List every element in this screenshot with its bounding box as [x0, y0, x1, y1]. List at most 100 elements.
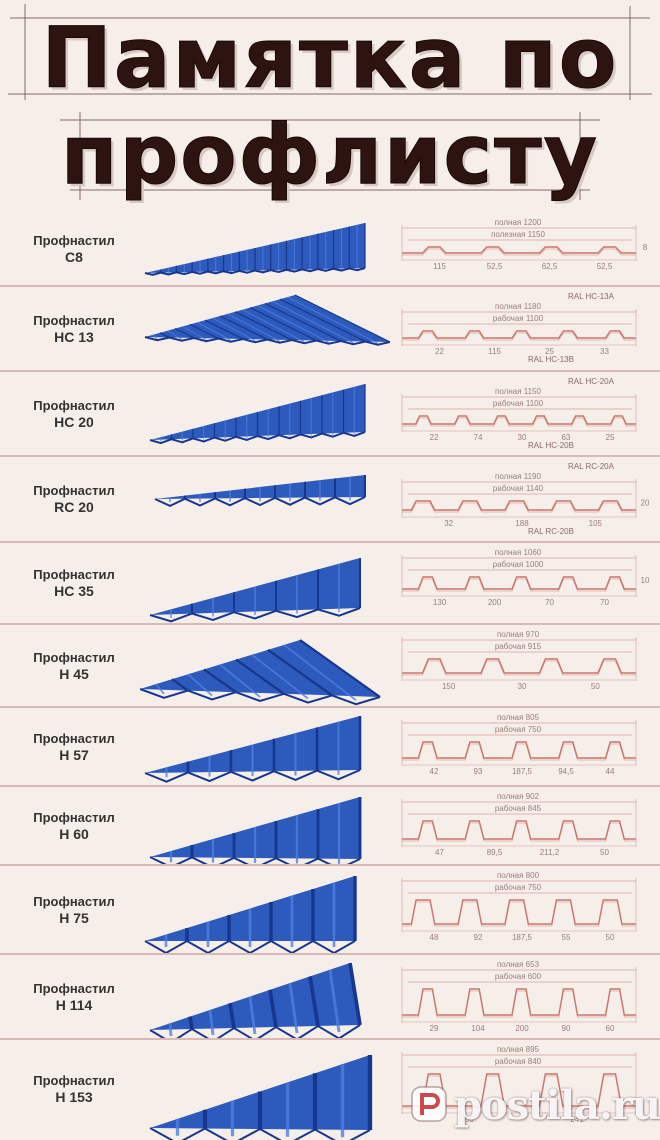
profile-sheet-illustration	[149, 558, 361, 623]
work-width-label: рабочая 750	[495, 883, 542, 892]
row-divider	[0, 541, 660, 543]
bottom-dimension-label: 92	[474, 933, 483, 942]
profile-dimension-diagram: полная 970 рабочая 915 150 30 50	[401, 630, 637, 691]
bottom-dimension-label: 200	[515, 1024, 529, 1033]
profile-dimension-diagram: полная 653 рабочая 600 29 104 200 90 60	[401, 960, 637, 1033]
side-height-label: 10	[641, 576, 650, 585]
profile-sheet-illustration	[149, 384, 366, 445]
profile-dimension-diagram: полная 800 рабочая 750 48 92 187,5 55 50	[401, 871, 637, 942]
profile-row: Профнастил RC 20 RAL RC-20A полная 1190 рабо…	[0, 457, 660, 543]
profile-row: Профнастил Н 153 полная 895 рабочая 840 250 2…	[0, 1040, 660, 1140]
profile-row: Профнастил НС 20 RAL НС-20А полная 1150 рабо…	[0, 372, 660, 457]
profile-code: С8	[65, 249, 83, 265]
profile-code: Н 60	[59, 825, 89, 842]
bottom-dimension-label: 42	[430, 767, 439, 776]
bottom-dimension-label: 32	[444, 519, 453, 528]
bottom-dimension-label: 90	[562, 1024, 571, 1033]
profile-code: Н 75	[59, 909, 89, 926]
title-line-2: профлисту	[60, 108, 600, 203]
profile-label: Профнастил НС 20	[10, 397, 138, 431]
work-width-label: рабочая 600	[495, 972, 542, 981]
profile-sheet-illustration	[154, 475, 366, 507]
profile-label: Профнастил RC 20	[10, 482, 138, 516]
bottom-dimension-label: 130	[433, 598, 447, 607]
row-divider	[0, 1038, 660, 1040]
profile-label: Профнастил НС 35	[10, 566, 138, 600]
bottom-dimension-label: 50	[591, 682, 600, 691]
watermark: postila.ru	[410, 1075, 660, 1135]
bottom-dimension-label: 30	[518, 682, 527, 691]
bottom-dimension-label: 30	[518, 433, 527, 442]
profile-code: НС 35	[54, 583, 94, 599]
work-width-label: рабочая 845	[495, 804, 542, 813]
work-width-label: рабочая 840	[495, 1057, 542, 1066]
work-width-label: рабочая 1100	[493, 399, 544, 408]
side-height-label: 8	[643, 243, 648, 252]
title-line-1: Памятка по	[41, 9, 619, 107]
full-width-label: полная 1060	[495, 548, 542, 557]
profile-sheet-illustration	[144, 876, 357, 955]
profile-row: Профнастил НС 35 полная 1060 рабочая 1000 10…	[0, 543, 660, 625]
profile-label-line1: Профнастил	[33, 312, 115, 328]
full-width-label: полная 653	[497, 960, 540, 969]
profile-dimension-diagram: полная 805 рабочая 750 42 93 187,5 94,5 44	[401, 713, 637, 776]
profile-label: Профнастил Н 75	[10, 893, 138, 927]
watermark-text: postila.ru	[454, 1081, 660, 1129]
profile-dimension-diagram: RAL НС-20А полная 1150 рабочая 1100 22 74 30 6…	[401, 377, 637, 450]
bottom-dimension-label: 150	[442, 682, 456, 691]
ral-b-label: RAL НС-13В	[528, 355, 574, 364]
ral-b-label: RAL НС-20В	[528, 441, 574, 450]
profile-label-line1: Профнастил	[33, 980, 115, 996]
bottom-dimension-label: 25	[606, 433, 615, 442]
ral-a-label: RAL НС-13А	[568, 292, 615, 301]
profile-dimension-diagram: полная 895 рабочая 840 250 241	[401, 1045, 637, 1124]
work-width-label: рабочая 1140	[493, 484, 544, 493]
bottom-dimension-label: 48	[430, 933, 439, 942]
profile-row: Профнастил Н 60 полная 902 рабочая 845 47 89,…	[0, 787, 660, 866]
bottom-dimension-label: 60	[606, 1024, 615, 1033]
bottom-dimension-label: 52,5	[487, 262, 503, 271]
profile-sheet-illustration	[144, 716, 362, 783]
ral-b-label: RAL RC-20B	[528, 527, 574, 536]
profile-label: Профнастил Н 45	[10, 649, 138, 683]
work-width-label: рабочая 915	[495, 642, 542, 651]
bottom-dimension-label: 33	[600, 347, 609, 356]
bottom-dimension-label: 94,5	[558, 767, 574, 776]
profile-label: Профнастил НС 13	[10, 312, 138, 346]
bottom-dimension-label: 74	[474, 433, 483, 442]
work-width-label: рабочая 750	[495, 725, 542, 734]
row-divider	[0, 455, 660, 457]
profile-row: Профнастил НС 13 RAL НС-13А полная 1180 рабо…	[0, 287, 660, 372]
profile-dimension-diagram: полная 1200 полезная 1150 8 115 52,5 62,5 52,5	[401, 218, 648, 271]
bottom-dimension-label: 52,5	[597, 262, 613, 271]
bottom-dimension-label: 187,5	[512, 767, 533, 776]
bottom-dimension-label: 250	[460, 1115, 474, 1124]
profile-row: Профнастил С8 полная 1200 полезная 1150 8 115…	[0, 213, 660, 287]
profile-label-line1: Профнастил	[33, 397, 115, 413]
bottom-dimension-label: 188	[515, 519, 529, 528]
full-width-label: полная 902	[497, 792, 540, 801]
bottom-dimension-label: 55	[562, 933, 571, 942]
full-width-label: полная 1200	[495, 218, 542, 227]
profile-row: Профнастил Н 75 полная 800 рабочая 750 48 92 1…	[0, 866, 660, 955]
bottom-dimension-label: 70	[600, 598, 609, 607]
profile-sheet-illustration	[149, 962, 362, 1040]
title-sketch-lines	[8, 4, 652, 200]
page-title: Памятка по профлисту	[0, 0, 660, 208]
postila-logo-icon	[410, 1085, 448, 1125]
bottom-dimension-label: 241	[570, 1115, 584, 1124]
work-width-label: полезная 1150	[491, 230, 545, 239]
bottom-dimension-label: 89,5	[487, 848, 503, 857]
bottom-dimension-label: 105	[589, 519, 603, 528]
profile-label-line1: Профнастил	[33, 730, 115, 746]
bottom-dimension-label: 50	[606, 933, 615, 942]
profile-label-line1: Профнастил	[33, 1073, 115, 1088]
side-height-label: 20	[641, 499, 650, 508]
profile-dimension-diagram: полная 902 рабочая 845 47 89,5 211,2 50	[401, 792, 637, 857]
ral-a-label: RAL НС-20А	[568, 377, 615, 386]
bottom-dimension-label: 115	[488, 347, 501, 356]
profile-row: Профнастил Н 114 полная 653 рабочая 600 29 10…	[0, 955, 660, 1040]
profile-sheet-illustration	[149, 797, 362, 866]
bottom-dimension-label: 50	[600, 848, 609, 857]
profile-sheet-illustration	[140, 639, 381, 706]
